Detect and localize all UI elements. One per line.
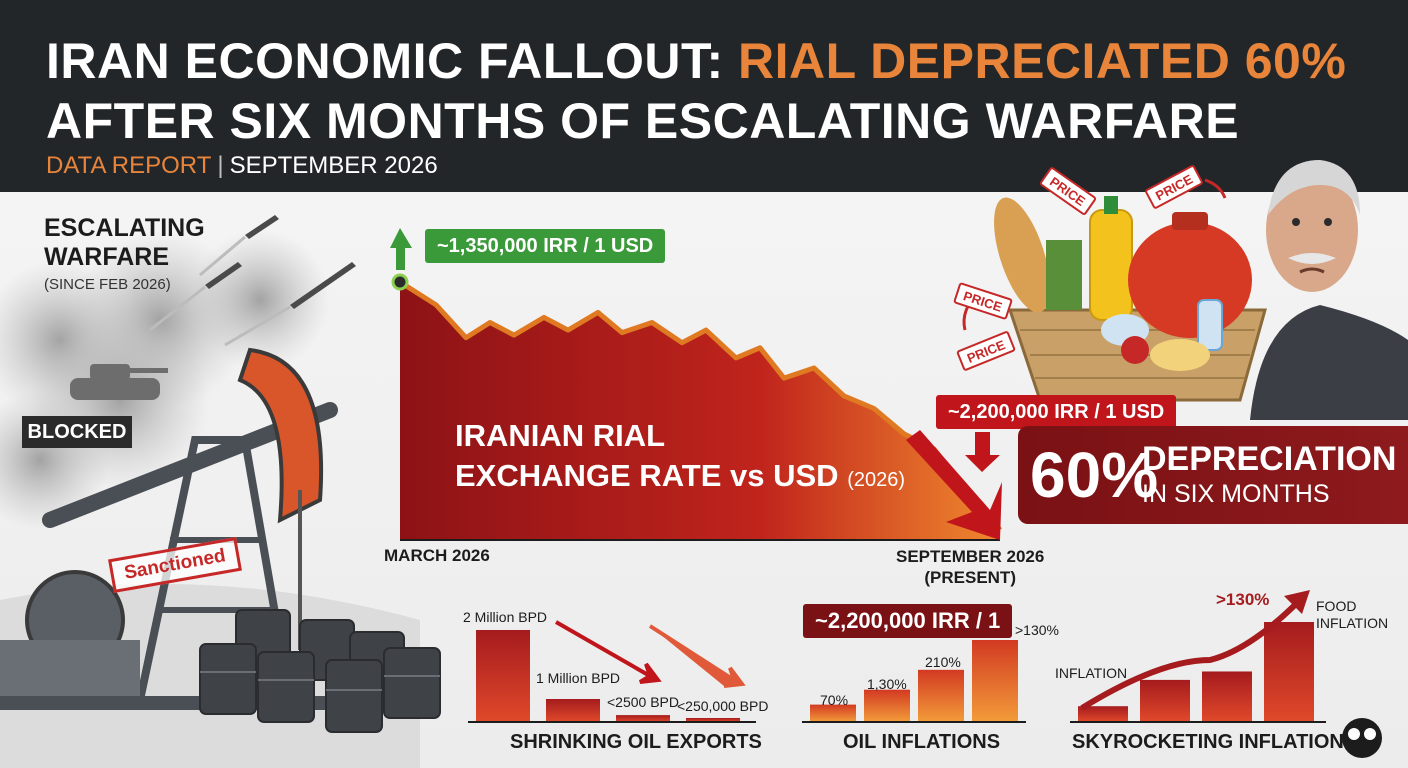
report-tag: DATA REPORT — [46, 152, 212, 179]
depreciation-percent: 60% — [1030, 439, 1159, 511]
chart-title-year: (2026) — [847, 469, 905, 491]
inflation-trend-line — [1080, 597, 1303, 711]
oil-inflation-title: OIL INFLATIONS — [843, 731, 1001, 753]
bar-mark — [546, 699, 600, 722]
bar-mark — [1078, 706, 1128, 722]
inflation-label: INFLATION — [1055, 665, 1128, 681]
bar-label: 1,30% — [867, 676, 907, 692]
food-inflation-label: FOOD INFLATION — [1316, 598, 1388, 632]
food-inflation-label-line-2: INFLATION — [1316, 615, 1389, 631]
headline-accent: RIAL DEPRECIATED 60% — [738, 33, 1347, 89]
bar-label: 70% — [820, 692, 849, 708]
bar-mark — [1202, 671, 1252, 722]
bar-label: 1 Million BPD — [536, 670, 621, 686]
exchange-rate-chart — [391, 273, 1003, 541]
x-axis-end-label-line-2: (PRESENT) — [924, 568, 1016, 587]
skyrocketing-inflation-chart — [1070, 622, 1326, 723]
end-rate-badge: ~2,200,000 IRR / 1 USD — [936, 395, 1177, 429]
up-arrow-icon — [390, 228, 412, 270]
exchange-rate-area — [400, 282, 1000, 540]
oil-exports-chart — [468, 630, 756, 723]
start-rate-badge: ~1,350,000 IRR / 1 USD — [425, 229, 666, 263]
chart-title-line-1: IRANIAN RIAL — [455, 418, 666, 453]
depreciation-callout — [1018, 426, 1408, 524]
food-inflation-label-line-1: FOOD — [1316, 598, 1357, 614]
inflation-rate-badge: ~2,200,000 IRR / 1 — [803, 604, 1013, 638]
bar-mark — [1264, 622, 1314, 722]
bar-mark — [972, 640, 1018, 722]
headline-line-2: AFTER SIX MONTHS OF ESCALATING WARFARE — [46, 93, 1240, 149]
bar-label: <2500 BPD — [607, 694, 679, 710]
bar-label: 210% — [925, 654, 961, 670]
blocked-badge: BLOCKED — [22, 416, 132, 448]
exchange-rate-start-point — [391, 273, 409, 291]
bar-mark — [686, 718, 740, 722]
warfare-since-label: (SINCE FEB 2026) — [44, 276, 171, 293]
chart-title-main: EXCHANGE RATE vs USD — [455, 458, 839, 493]
x-axis-start-label: MARCH 2026 — [384, 546, 490, 565]
bar-mark — [864, 689, 910, 722]
report-subtitle: DATA REPORT | SEPTEMBER 2026 — [46, 152, 438, 180]
oil-barrel-group — [199, 609, 441, 733]
bar-mark — [918, 669, 964, 722]
warfare-heading-line-1: ESCALATING — [44, 214, 205, 242]
decline-arrow-icon — [648, 624, 746, 688]
oil-exports-title: SHRINKING OIL EXPORTS — [510, 731, 762, 753]
x-axis-end-label: SEPTEMBER 2026 (PRESENT) — [896, 546, 1044, 588]
skyrocketing-inflation-title: SKYROCKETING INFLATION — [1072, 731, 1344, 753]
decline-arrow-icon — [555, 620, 662, 684]
bar-label: <250,000 BPD — [677, 698, 769, 714]
bar-mark — [810, 704, 856, 722]
depreciation-word: DEPRECIATION — [1142, 440, 1397, 478]
missile-icon — [205, 215, 356, 309]
inflation-arrow-icon — [1284, 590, 1310, 614]
brand-logo-icon — [1342, 718, 1382, 758]
chart-title-line-2: EXCHANGE RATE vs USD (2026) — [455, 458, 905, 494]
peak-inflation-label: >130% — [1216, 590, 1270, 609]
bar-mark — [476, 630, 530, 722]
headline-line-1: IRAN ECONOMIC FALLOUT: RIAL DEPRECIATED … — [46, 32, 1346, 90]
subtitle-separator: | — [217, 152, 224, 179]
x-axis-end-label-line-1: SEPTEMBER 2026 — [896, 547, 1045, 566]
tank-icon — [70, 364, 168, 400]
down-arrow-icon — [965, 432, 1000, 472]
oil-inflation-chart — [802, 640, 1026, 723]
report-date: SEPTEMBER 2026 — [229, 152, 438, 179]
depreciation-period: IN SIX MONTHS — [1142, 480, 1330, 508]
bar-mark — [616, 715, 670, 722]
worried-man-illustration — [1250, 160, 1408, 420]
price-rise-arrow-icon — [1204, 178, 1227, 199]
grocery-basket-illustration — [994, 196, 1267, 402]
warfare-heading: ESCALATING WARFARE — [44, 214, 205, 272]
missile-trail-icon — [149, 235, 291, 347]
downtrend-arrow-icon — [906, 430, 1002, 540]
oil-pump-jack-icon — [0, 347, 340, 710]
header-band: IRAN ECONOMIC FALLOUT: RIAL DEPRECIATED … — [0, 0, 1408, 192]
bar-label: 2 Million BPD — [463, 609, 548, 625]
bar-mark — [1140, 679, 1190, 722]
bar-label: >130% — [1015, 622, 1059, 638]
headline-prefix: IRAN ECONOMIC FALLOUT: — [46, 33, 739, 89]
warfare-heading-line-2: WARFARE — [44, 243, 169, 271]
